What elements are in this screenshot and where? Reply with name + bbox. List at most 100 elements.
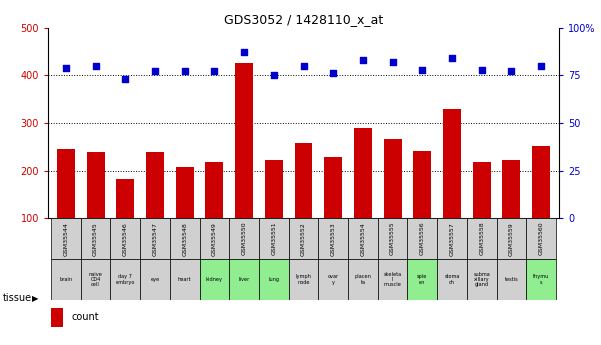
Text: lymph
node: lymph node [296, 274, 311, 285]
Bar [502, 160, 520, 266]
Point [269, 72, 279, 78]
Point [120, 76, 130, 82]
Text: GSM35555: GSM35555 [390, 222, 395, 256]
Text: sple
en: sple en [417, 274, 427, 285]
Bar [437, 259, 467, 300]
Bar [526, 259, 556, 300]
Bar [51, 218, 81, 259]
Bar [467, 218, 496, 259]
Text: GSM35549: GSM35549 [212, 222, 217, 256]
Bar [229, 218, 259, 259]
Text: GSM35560: GSM35560 [538, 222, 544, 256]
Text: kidney: kidney [206, 277, 223, 282]
Text: lung: lung [268, 277, 279, 282]
Text: GSM35558: GSM35558 [479, 222, 484, 256]
Bar [378, 218, 407, 259]
Text: GSM35544: GSM35544 [63, 222, 69, 256]
Text: GSM35557: GSM35557 [450, 222, 454, 256]
Bar [407, 218, 437, 259]
Point [299, 63, 308, 69]
Point [150, 69, 160, 74]
Bar [443, 109, 461, 266]
Text: heart: heart [178, 277, 192, 282]
Text: testis: testis [505, 277, 518, 282]
Bar [354, 128, 372, 266]
Bar [319, 218, 348, 259]
Bar [235, 63, 253, 266]
Point [239, 50, 249, 55]
Bar [288, 218, 319, 259]
Bar [50, 342, 64, 345]
Text: skeleta
l
muscle: skeleta l muscle [383, 272, 401, 287]
Bar [496, 259, 526, 300]
Text: ovar
y: ovar y [328, 274, 339, 285]
Bar [51, 259, 81, 300]
Text: GSM35552: GSM35552 [301, 222, 306, 256]
Bar [473, 162, 490, 266]
Bar [146, 151, 164, 266]
Bar [467, 259, 496, 300]
Bar [200, 218, 229, 259]
Bar [81, 218, 111, 259]
Text: tissue: tissue [3, 294, 32, 303]
Bar [206, 162, 224, 266]
Bar [348, 259, 378, 300]
Bar [50, 308, 64, 327]
Point [447, 55, 457, 61]
Bar [383, 139, 401, 266]
Text: stoma
ch: stoma ch [444, 274, 460, 285]
Text: GSM35554: GSM35554 [361, 222, 365, 256]
Text: GSM35545: GSM35545 [93, 222, 98, 256]
Point [388, 59, 397, 65]
Text: GSM35550: GSM35550 [242, 222, 246, 256]
Bar [111, 259, 140, 300]
Bar [265, 160, 282, 266]
Text: naive
CD4
cell: naive CD4 cell [89, 272, 103, 287]
Bar [259, 218, 288, 259]
Bar [140, 218, 170, 259]
Text: liver: liver [239, 277, 250, 282]
Text: GSM35553: GSM35553 [331, 222, 336, 256]
Bar [496, 218, 526, 259]
Text: brain: brain [59, 277, 73, 282]
Text: eye: eye [150, 277, 160, 282]
Text: GSM35559: GSM35559 [509, 222, 514, 256]
Bar [437, 218, 467, 259]
Title: GDS3052 / 1428110_x_at: GDS3052 / 1428110_x_at [224, 13, 383, 27]
Point [536, 63, 546, 69]
Bar [229, 259, 259, 300]
Bar [170, 218, 200, 259]
Bar [526, 218, 556, 259]
Bar [81, 259, 111, 300]
Text: ▶: ▶ [32, 294, 39, 303]
Bar [140, 259, 170, 300]
Bar [200, 259, 229, 300]
Text: GSM35547: GSM35547 [153, 222, 157, 256]
Bar [294, 143, 313, 266]
Point [507, 69, 516, 74]
Text: day 7
embryо: day 7 embryо [115, 274, 135, 285]
Bar [111, 218, 140, 259]
Bar [87, 152, 105, 266]
Point [477, 67, 487, 72]
Text: GSM35551: GSM35551 [271, 222, 276, 256]
Bar [288, 259, 319, 300]
Bar [176, 167, 194, 266]
Bar [348, 218, 378, 259]
Point [61, 65, 71, 70]
Text: thymu
s: thymu s [533, 274, 549, 285]
Point [418, 67, 427, 72]
Bar [57, 149, 75, 266]
Text: GSM35548: GSM35548 [182, 222, 187, 256]
Bar [319, 259, 348, 300]
Text: count: count [71, 312, 99, 322]
Bar [378, 259, 407, 300]
Bar [117, 179, 134, 266]
Bar [170, 259, 200, 300]
Text: GSM35546: GSM35546 [123, 222, 128, 256]
Point [91, 63, 100, 69]
Bar [413, 151, 432, 266]
Bar [325, 157, 342, 266]
Point [358, 57, 368, 63]
Text: GSM35556: GSM35556 [420, 222, 425, 256]
